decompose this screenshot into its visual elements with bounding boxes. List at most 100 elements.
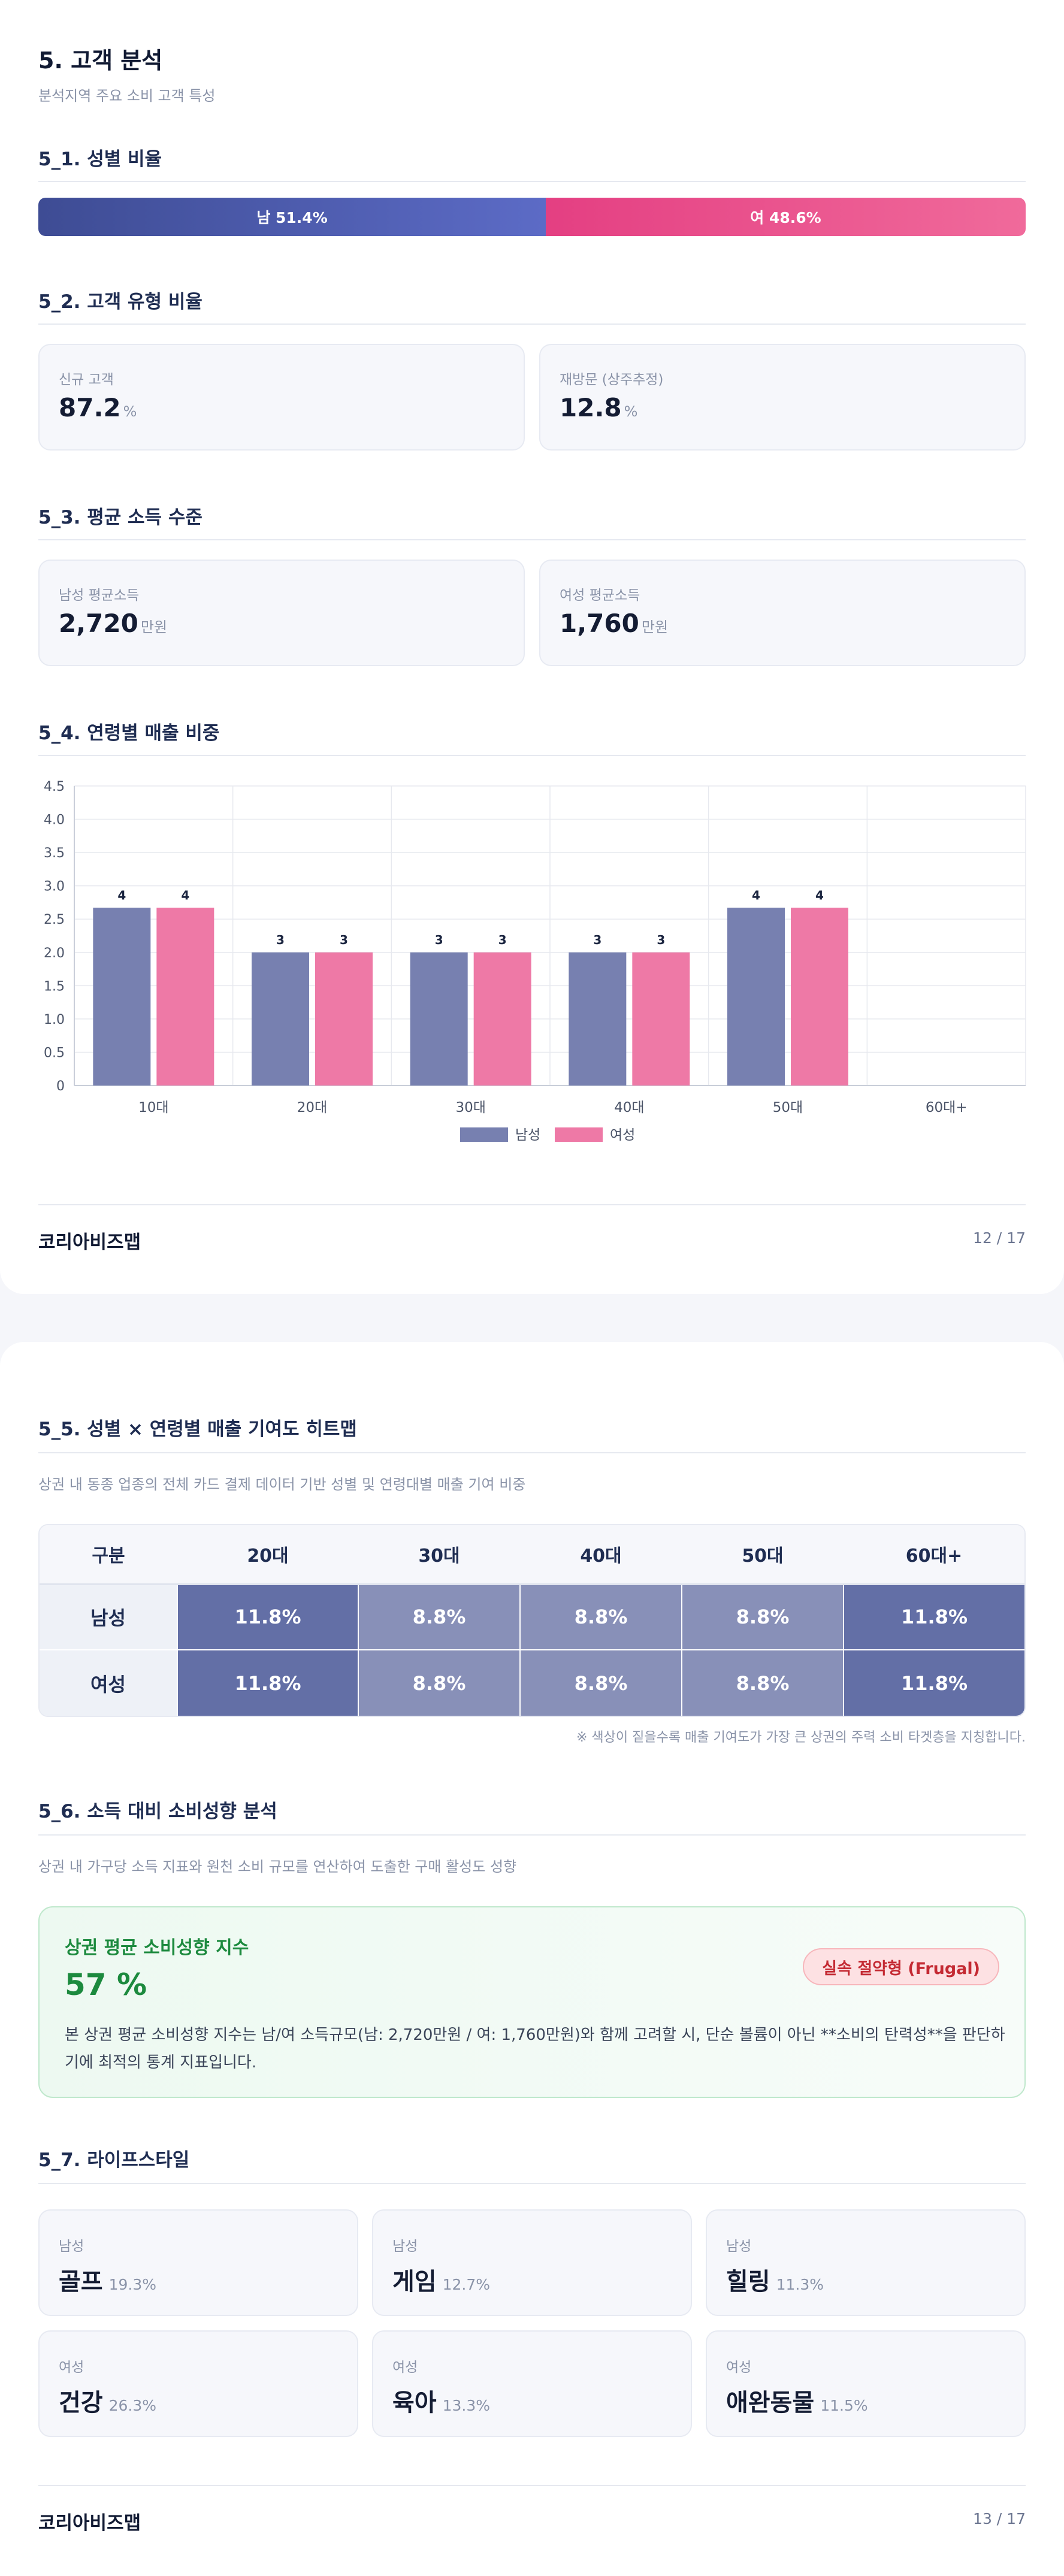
bar-female [791, 908, 848, 1086]
heatmap-subtitle: 상권 내 동종 업종의 전체 카드 결제 데이터 기반 성별 및 연령대별 매출… [38, 1476, 526, 1493]
divider [38, 323, 1026, 325]
legend-label: 여성 [610, 1127, 635, 1143]
bar-male [569, 952, 627, 1086]
spending-card-title: 상권 평균 소비성향 지수 [65, 1937, 249, 1958]
bar-female [315, 952, 373, 1086]
lifestyle-heading: 5_7. 라이프스타일 [38, 2149, 190, 2171]
heatmap-cell: 8.8% [681, 1649, 844, 1716]
heatmap-note: ※ 색상이 짙을수록 매출 기여도가 가장 큰 상권의 주력 소비 타겟층을 지… [576, 1730, 1026, 1745]
heatmap-cell: 11.8% [843, 1649, 1024, 1716]
lifestyle-percent: 19.3% [108, 2276, 157, 2293]
x-tick-label: 40대 [614, 1100, 644, 1115]
heatmap-row-label: 여성 [40, 1649, 177, 1716]
lifestyle-name: 골프 19.3% [59, 2268, 157, 2296]
data-label: 3 [276, 933, 285, 947]
y-tick-label: 4.5 [44, 779, 65, 794]
x-tick-label: 60대+ [926, 1100, 968, 1115]
lifestyle-name: 육아 13.3% [392, 2389, 491, 2417]
female-ratio-segment: 여 48.6% [546, 198, 1026, 236]
lifestyle-percent: 11.5% [820, 2397, 868, 2414]
lifestyle-percent: 26.3% [108, 2397, 157, 2414]
lifestyle-card: 남성 힐링 11.3% [706, 2209, 1026, 2316]
bar-female [632, 952, 690, 1086]
heatmap-cell: 8.8% [681, 1583, 844, 1650]
heatmap-row-male: 남성 11.8% 8.8% 8.8% 8.8% 11.8% [40, 1583, 1024, 1650]
data-label: 3 [498, 933, 507, 947]
divider [38, 1834, 1026, 1836]
divider [38, 755, 1026, 756]
male-income-card: 남성 평균소득 2,720 만원 [38, 560, 525, 666]
y-tick-label: 0.5 [44, 1045, 65, 1060]
lifestyle-gender: 남성 [726, 2239, 752, 2254]
bar-female [473, 952, 531, 1086]
card-label: 재방문 (상주추정) [560, 372, 664, 388]
lifestyle-percent: 13.3% [442, 2397, 491, 2414]
heatmap-header-cell: 20대 [177, 1525, 358, 1585]
heatmap-header-cell: 50대 [682, 1525, 844, 1585]
heatmap-cell: 11.8% [177, 1583, 358, 1650]
heatmap-header-cell: 60대+ [844, 1525, 1024, 1585]
card-value: 2,720 만원 [59, 609, 168, 638]
spending-index-card: 상권 평균 소비성향 지수 57 % 실속 절약형 (Frugal) 본 상권 … [38, 1906, 1026, 2098]
page-number: 12 / 17 [973, 1229, 1026, 1247]
bar-male [93, 908, 151, 1086]
x-tick-label: 10대 [138, 1100, 168, 1115]
bar-male [252, 952, 309, 1086]
lifestyle-gender: 남성 [59, 2239, 84, 2254]
x-tick-label: 30대 [455, 1100, 485, 1115]
y-tick-label: 0 [56, 1079, 65, 1094]
lifestyle-percent: 12.7% [442, 2276, 491, 2293]
spending-description: 본 상권 평균 소비성향 지수는 남/여 소득규모(남: 2,720만원 / 여… [65, 2026, 1005, 2072]
legend-swatch [555, 1127, 603, 1142]
new-customer-card: 신규 고객 87.2% [38, 344, 525, 451]
report-page-12: 5. 고객 분석 분석지역 주요 소비 고객 특성 5_1. 성별 비율 남 5… [38, 47, 1026, 1253]
y-tick-label: 2.0 [44, 946, 65, 961]
heatmap-cell: 8.8% [358, 1649, 520, 1716]
spending-subtitle: 상권 내 가구당 소득 지표와 원천 소비 규모를 연산하여 도출한 구매 활성… [38, 1858, 517, 1875]
heatmap-row-female: 여성 11.8% 8.8% 8.8% 8.8% 11.8% [40, 1649, 1024, 1716]
legend-label: 남성 [515, 1127, 540, 1143]
lifestyle-gender: 남성 [392, 2239, 418, 2254]
heatmap-header-cell: 40대 [520, 1525, 682, 1585]
lifestyle-gender: 여성 [59, 2360, 84, 2375]
data-label: 4 [815, 888, 824, 902]
bar-male [727, 908, 785, 1086]
lifestyle-name: 힐링 11.3% [726, 2268, 824, 2296]
card-label: 남성 평균소득 [59, 588, 140, 603]
footer-divider [38, 2485, 1026, 2486]
lifestyle-gender: 여성 [726, 2360, 752, 2375]
footer-brand: 코리아비즈맵 [38, 1232, 141, 1253]
divider [38, 2183, 1026, 2184]
data-label: 4 [117, 888, 126, 902]
income-heading: 5_3. 평균 소득 수준 [38, 507, 202, 528]
spending-heading: 5_6. 소득 대비 소비성향 분석 [38, 1801, 277, 1822]
card-value: 12.8% [560, 393, 638, 422]
spending-index-value: 57 % [65, 1967, 147, 2002]
footer-brand: 코리아비즈맵 [38, 2512, 141, 2534]
y-tick-label: 1.5 [44, 979, 65, 994]
age-sales-heading: 5_4. 연령별 매출 비중 [38, 722, 220, 744]
divider [38, 1452, 1026, 1453]
lifestyle-percent: 11.3% [776, 2276, 824, 2293]
heatmap-header-cell: 30대 [358, 1525, 520, 1585]
y-tick-label: 3.0 [44, 879, 65, 894]
section-title: 5. 고객 분석 [38, 47, 163, 74]
divider [38, 539, 1026, 540]
lifestyle-card: 남성 게임 12.7% [372, 2209, 692, 2316]
heatmap-cell: 11.8% [177, 1649, 358, 1716]
x-tick-label: 50대 [773, 1100, 803, 1115]
legend-swatch [460, 1127, 508, 1142]
footer-divider [38, 1204, 1026, 1205]
lifestyle-gender: 여성 [392, 2360, 418, 2375]
heatmap-heading: 5_5. 성별 × 연령별 매출 기여도 히트맵 [38, 1419, 357, 1440]
gender-ratio-heading: 5_1. 성별 비율 [38, 149, 162, 170]
heatmap-cell: 8.8% [358, 1583, 520, 1650]
heatmap-cell: 11.8% [843, 1583, 1024, 1650]
section-subtitle: 분석지역 주요 소비 고객 특성 [38, 87, 216, 104]
x-tick-label: 20대 [297, 1100, 327, 1115]
lifestyle-card: 여성 건강 26.3% [38, 2330, 358, 2437]
page-number: 13 / 17 [973, 2510, 1026, 2527]
lifestyle-name: 게임 12.7% [392, 2268, 491, 2296]
heatmap-cell: 8.8% [519, 1649, 682, 1716]
gender-age-heatmap: 구분 20대 30대 40대 50대 60대+ 남성 11.8% 8.8% 8.… [38, 1524, 1026, 1717]
